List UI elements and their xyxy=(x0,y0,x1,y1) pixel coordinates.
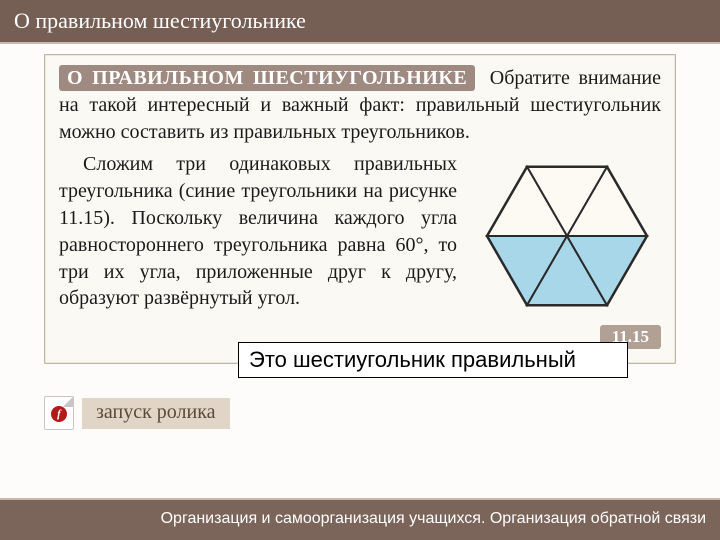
content-card: О ПРАВИЛЬНОМ ШЕСТИУГОЛЬНИКЕ Обратите вни… xyxy=(44,54,676,364)
play-video-button[interactable]: запуск ролика xyxy=(82,398,230,429)
figure-column: 11.15 xyxy=(471,151,661,349)
paragraph-1: О ПРАВИЛЬНОМ ШЕСТИУГОЛЬНИКЕ Обратите вни… xyxy=(59,65,661,145)
caption-text: Это шестиугольник правильный xyxy=(249,347,576,372)
footer-text: Организация и самоорганизация учащихся. … xyxy=(161,510,706,527)
paragraph-2: Сложим три одинаковых правильных треугол… xyxy=(59,151,457,312)
content-row: Сложим три одинаковых правильных треугол… xyxy=(59,151,661,349)
footer-overline xyxy=(0,498,720,500)
play-row: f запуск ролика xyxy=(44,396,230,430)
title-underline xyxy=(0,42,720,44)
flash-file-icon[interactable]: f xyxy=(44,396,74,430)
hexagon-figure xyxy=(473,151,661,321)
title-bar: О правильном шестиугольнике xyxy=(0,0,720,42)
footer-bar: Организация и самоорганизация учащихся. … xyxy=(0,500,720,540)
topic-badge: О ПРАВИЛЬНОМ ШЕСТИУГОЛЬНИКЕ xyxy=(59,65,475,91)
title-text: О правильном шестиугольнике xyxy=(14,8,306,33)
flash-letter: f xyxy=(51,406,67,422)
caption-box: Это шестиугольник правильный xyxy=(238,342,628,378)
